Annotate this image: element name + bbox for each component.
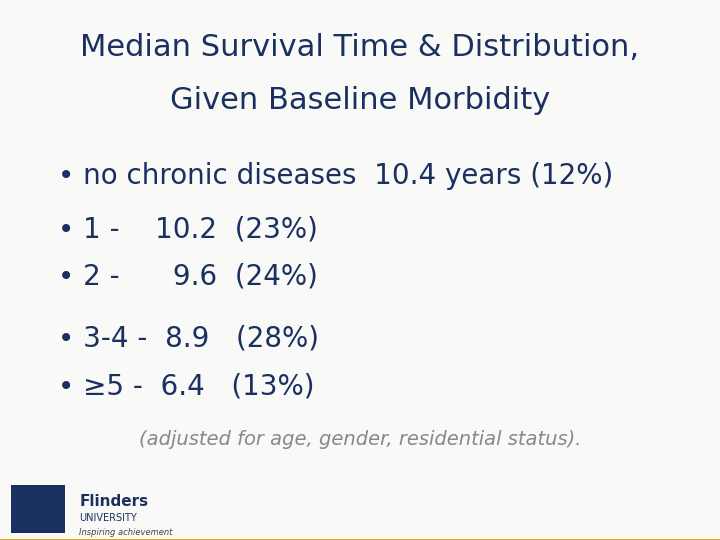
Text: Flinders: Flinders	[79, 494, 148, 509]
Text: • no chronic diseases  10.4 years (12%): • no chronic diseases 10.4 years (12%)	[58, 163, 613, 191]
Text: Inspiring achievement: Inspiring achievement	[79, 528, 173, 537]
Text: • ≥5 -  6.4   (13%): • ≥5 - 6.4 (13%)	[58, 373, 314, 401]
Text: • 1 -    10.2  (23%): • 1 - 10.2 (23%)	[58, 215, 318, 243]
Bar	[11, 485, 65, 532]
Text: • 2 -      9.6  (24%): • 2 - 9.6 (24%)	[58, 263, 318, 291]
Text: Given Baseline Morbidity: Given Baseline Morbidity	[170, 86, 550, 115]
Text: UNIVERSITY: UNIVERSITY	[79, 513, 137, 523]
Text: (adjusted for age, gender, residential status).: (adjusted for age, gender, residential s…	[139, 430, 581, 449]
Text: Median Survival Time & Distribution,: Median Survival Time & Distribution,	[81, 33, 639, 63]
Text: • 3-4 -  8.9   (28%): • 3-4 - 8.9 (28%)	[58, 325, 319, 353]
